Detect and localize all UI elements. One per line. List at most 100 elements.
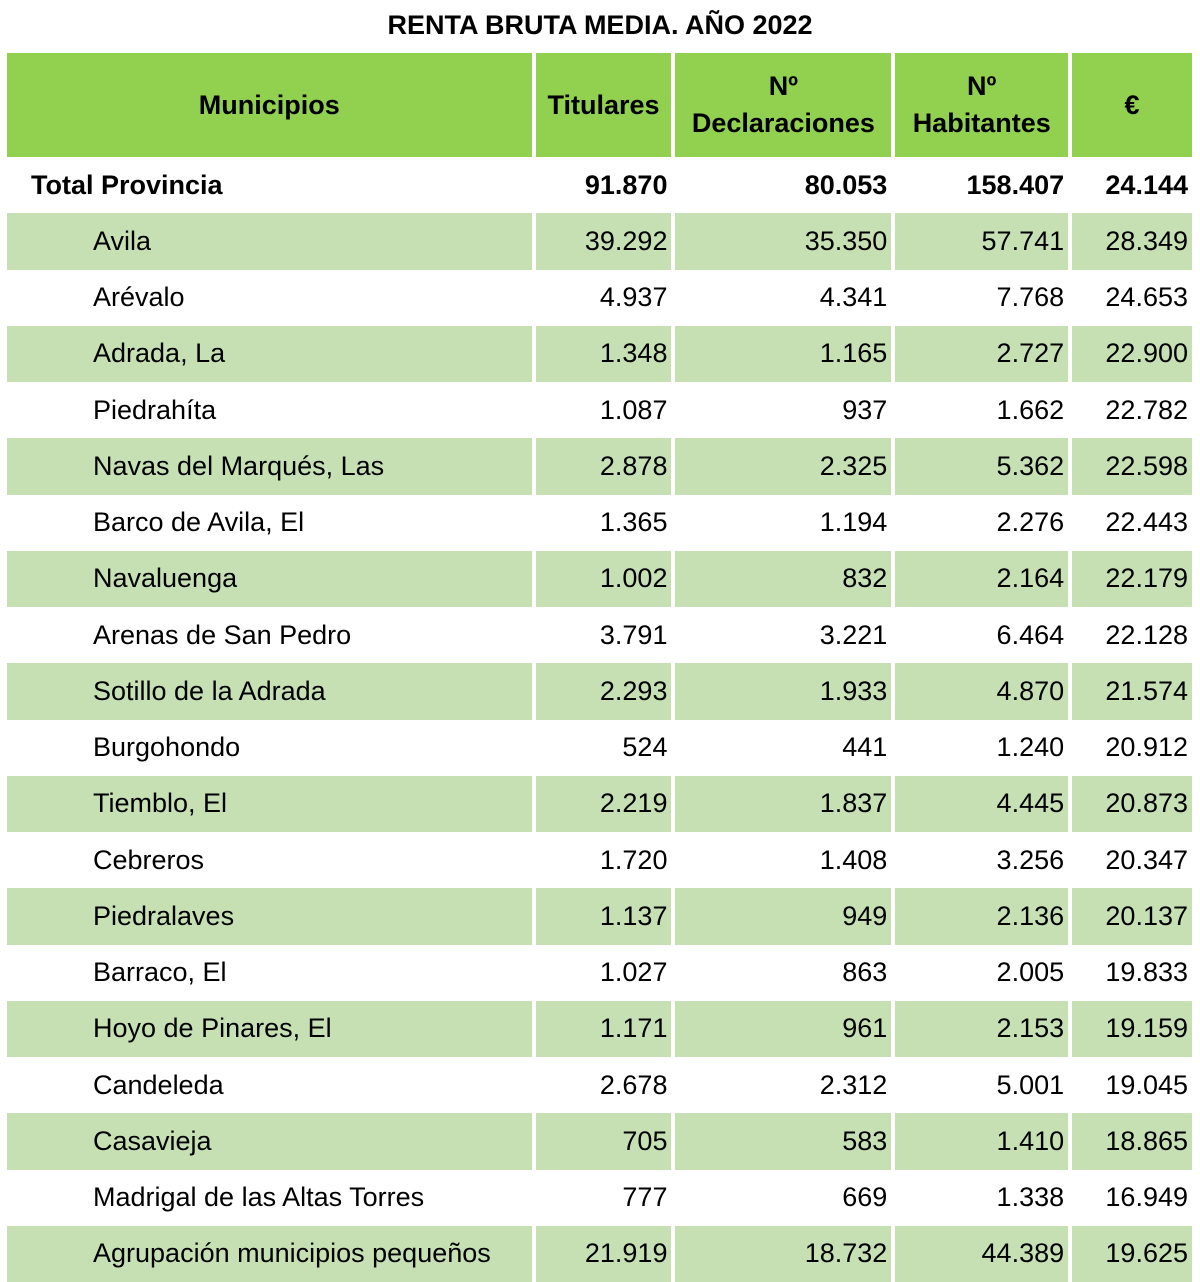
- table-row: Hoyo de Pinares, El 1.171 961 2.153 19.159: [7, 1000, 1192, 1057]
- total-declaraciones: 80.053: [804, 169, 888, 200]
- table-row: Avila 39.292 35.350 57.741 28.349: [7, 213, 1192, 270]
- municipio-name-cell: Candeleda: [93, 1069, 224, 1100]
- declaraciones-cell: 18.732: [675, 1225, 892, 1282]
- renta-cell: 22.900: [1072, 325, 1192, 382]
- habitantes-cell: 4.445: [895, 775, 1069, 832]
- titulares-cell: 2.219: [535, 775, 672, 832]
- municipio-name-cell: Hoyo de Pinares, El: [7, 1000, 532, 1057]
- municipio-name-cell: Arévalo: [93, 282, 185, 313]
- declaraciones-cell: 2.325: [675, 438, 892, 495]
- renta-cell: 22.443: [1105, 507, 1188, 538]
- titulares-cell: 1.348: [535, 325, 672, 382]
- habitantes-cell: 5.001: [996, 1069, 1065, 1100]
- municipio-name-cell: Piedrahíta: [93, 394, 217, 425]
- municipio-name-cell: Casavieja: [7, 1113, 532, 1170]
- municipio-name-cell: Barco de Avila, El: [93, 507, 305, 538]
- table-row: Arévalo 4.937 4.341 7.768 24.653: [7, 270, 1192, 326]
- renta-cell: 19.159: [1072, 1000, 1192, 1057]
- column-header-titulares: Titulares: [535, 53, 672, 157]
- municipio-name-cell: Agrupación municipios pequeños: [7, 1225, 532, 1282]
- titulares-cell: 777: [622, 1182, 668, 1213]
- municipio-name-cell: Madrigal de las Altas Torres: [93, 1182, 425, 1213]
- titulares-cell: 2.678: [599, 1069, 668, 1100]
- habitantes-cell: 1.662: [996, 394, 1065, 425]
- habitantes-cell: 3.256: [996, 844, 1065, 875]
- habitantes-cell: 5.362: [895, 438, 1069, 495]
- habitantes-cell: 1.240: [996, 732, 1065, 763]
- municipio-name-cell: Navas del Marqués, Las: [7, 438, 532, 495]
- declaraciones-cell: 669: [842, 1182, 888, 1213]
- total-titulares: 91.870: [584, 169, 668, 200]
- municipio-name-cell: Arenas de San Pedro: [93, 619, 352, 650]
- table-row: Barco de Avila, El 1.365 1.194 2.276 22.443: [7, 495, 1192, 551]
- table-row: Piedralaves 1.137 949 2.136 20.137: [7, 888, 1192, 945]
- table-row: Adrada, La 1.348 1.165 2.727 22.900: [7, 325, 1192, 382]
- declaraciones-cell: 441: [842, 732, 888, 763]
- declaraciones-cell: 1.194: [819, 507, 888, 538]
- habitantes-cell: 44.389: [895, 1225, 1069, 1282]
- table-row: Arenas de San Pedro 3.791 3.221 6.464 22.128: [7, 607, 1192, 663]
- declaraciones-cell: 937: [842, 394, 888, 425]
- renta-cell: 28.349: [1072, 213, 1192, 270]
- renta-cell: 24.653: [1105, 282, 1188, 313]
- column-header-municipios: Municipios: [7, 53, 532, 157]
- habitantes-cell: 2.164: [895, 550, 1069, 607]
- total-renta: 24.144: [1105, 169, 1188, 200]
- table-row: Casavieja 705 583 1.410 18.865: [7, 1113, 1192, 1170]
- municipio-name-cell: Piedralaves: [7, 888, 532, 945]
- table-row: Madrigal de las Altas Torres 777 669 1.338 1…: [7, 1170, 1192, 1226]
- total-row: Total Provincia 91.870 80.053 158.407 24…: [7, 157, 1192, 213]
- column-header-renta: €: [1072, 53, 1192, 157]
- municipio-name-cell: Sotillo de la Adrada: [7, 663, 532, 720]
- municipio-name-cell: Avila: [7, 213, 532, 270]
- renta-cell: 19.045: [1105, 1069, 1188, 1100]
- titulares-cell: 21.919: [535, 1225, 672, 1282]
- declaraciones-cell: 832: [675, 550, 892, 607]
- table-row: Agrupación municipios pequeños 21.919 18.7…: [7, 1225, 1192, 1282]
- habitantes-cell: 2.005: [996, 957, 1065, 988]
- municipio-name-cell: Tiemblo, El: [7, 775, 532, 832]
- table-row: Navas del Marqués, Las 2.878 2.325 5.362 22.…: [7, 438, 1192, 495]
- titulares-cell: 2.878: [535, 438, 672, 495]
- declaraciones-cell: 4.341: [819, 282, 888, 313]
- titulares-cell: 1.171: [535, 1000, 672, 1057]
- column-header-declaraciones: Nº Declaraciones: [675, 53, 892, 157]
- renta-cell: 19.833: [1105, 957, 1188, 988]
- habitantes-cell: 6.464: [996, 619, 1065, 650]
- titulares-cell: 4.937: [599, 282, 668, 313]
- table-row: Burgohondo 524 441 1.240 20.912: [7, 720, 1192, 776]
- municipio-name-cell: Adrada, La: [7, 325, 532, 382]
- table-row: Candeleda 2.678 2.312 5.001 19.045: [7, 1057, 1192, 1113]
- habitantes-cell: 2.136: [895, 888, 1069, 945]
- titulares-cell: 1.002: [535, 550, 672, 607]
- habitantes-cell: 2.727: [895, 325, 1069, 382]
- titulares-cell: 1.720: [599, 844, 668, 875]
- habitantes-cell: 57.741: [895, 213, 1069, 270]
- titulares-cell: 1.137: [535, 888, 672, 945]
- declaraciones-cell: 863: [842, 957, 888, 988]
- declaraciones-cell: 949: [675, 888, 892, 945]
- declaraciones-cell: 583: [675, 1113, 892, 1170]
- renta-cell: 16.949: [1105, 1182, 1188, 1213]
- renta-cell: 20.873: [1072, 775, 1192, 832]
- renta-cell: 22.128: [1105, 619, 1188, 650]
- declaraciones-cell: 1.408: [819, 844, 888, 875]
- habitantes-cell: 4.870: [895, 663, 1069, 720]
- table-row: Cebreros 1.720 1.408 3.256 20.347: [7, 832, 1192, 888]
- header-row: Municipios Titulares Nº Declaraciones Nº Ha…: [7, 53, 1192, 157]
- titulares-cell: 1.027: [599, 957, 668, 988]
- declaraciones-cell: 3.221: [819, 619, 888, 650]
- habitantes-cell: 1.410: [895, 1113, 1069, 1170]
- declaraciones-cell: 35.350: [675, 213, 892, 270]
- column-header-habitantes: Nº Habitantes: [895, 53, 1069, 157]
- municipio-name-cell: Navaluenga: [7, 550, 532, 607]
- renta-cell: 22.179: [1072, 550, 1192, 607]
- titulares-cell: 1.365: [599, 507, 668, 538]
- table-row: Sotillo de la Adrada 2.293 1.933 4.870 21.57…: [7, 663, 1192, 720]
- renta-cell: 22.598: [1072, 438, 1192, 495]
- renta-cell: 19.625: [1072, 1225, 1192, 1282]
- table-row: Piedrahíta 1.087 937 1.662 22.782: [7, 382, 1192, 438]
- declaraciones-cell: 1.165: [675, 325, 892, 382]
- titulares-cell: 1.087: [599, 394, 668, 425]
- renta-cell: 20.347: [1105, 844, 1188, 875]
